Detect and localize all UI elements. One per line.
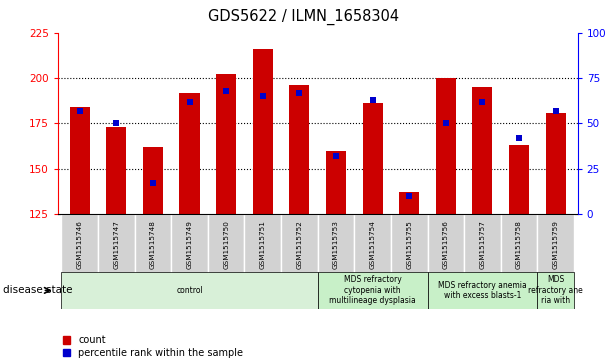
Text: GSM1515748: GSM1515748 [150,221,156,269]
Bar [98,214,134,294]
Bar [134,214,171,294]
Text: GSM1515755: GSM1515755 [406,221,412,269]
Bar [326,151,346,214]
Text: GSM1515751: GSM1515751 [260,221,266,269]
Text: GDS5622 / ILMN_1658304: GDS5622 / ILMN_1658304 [209,9,399,25]
Bar [545,113,565,214]
Text: MDS refractory anemia
with excess blasts-1: MDS refractory anemia with excess blasts… [438,281,527,300]
Bar [143,147,163,214]
Bar [509,145,529,214]
Text: GSM1515754: GSM1515754 [370,221,376,269]
Bar [362,103,382,214]
Bar [354,214,391,294]
Bar [208,214,244,294]
Bar [253,49,273,214]
Bar [317,272,427,309]
Bar [179,93,199,214]
Legend: count, percentile rank within the sample: count, percentile rank within the sample [63,335,243,358]
Bar [281,214,317,294]
Bar [537,214,574,294]
Bar [61,214,98,294]
Bar [427,272,537,309]
Text: GSM1515750: GSM1515750 [223,221,229,269]
Text: GSM1515756: GSM1515756 [443,221,449,269]
Bar [537,272,574,309]
Bar [399,192,420,214]
Text: GSM1515749: GSM1515749 [187,221,193,269]
Bar [472,87,492,214]
Text: control: control [176,286,203,295]
Bar [106,127,126,214]
Bar [427,214,464,294]
Bar [436,78,456,214]
Bar [501,214,537,294]
Bar [317,214,354,294]
Text: MDS
refractory ane
ria with: MDS refractory ane ria with [528,276,583,305]
Bar [464,214,501,294]
Text: GSM1515753: GSM1515753 [333,221,339,269]
Text: GSM1515746: GSM1515746 [77,221,83,269]
Text: GSM1515759: GSM1515759 [553,221,559,269]
Bar [244,214,281,294]
Bar [216,74,237,214]
Bar [171,214,208,294]
Text: GSM1515757: GSM1515757 [480,221,485,269]
Bar [391,214,427,294]
Text: GSM1515752: GSM1515752 [296,221,302,269]
Text: disease state: disease state [3,285,72,295]
Bar [61,272,318,309]
Text: GSM1515758: GSM1515758 [516,221,522,269]
Bar [289,85,309,214]
Bar [70,107,90,214]
Text: GSM1515747: GSM1515747 [113,221,119,269]
Text: MDS refractory
cytopenia with
multilineage dysplasia: MDS refractory cytopenia with multilinea… [329,276,416,305]
